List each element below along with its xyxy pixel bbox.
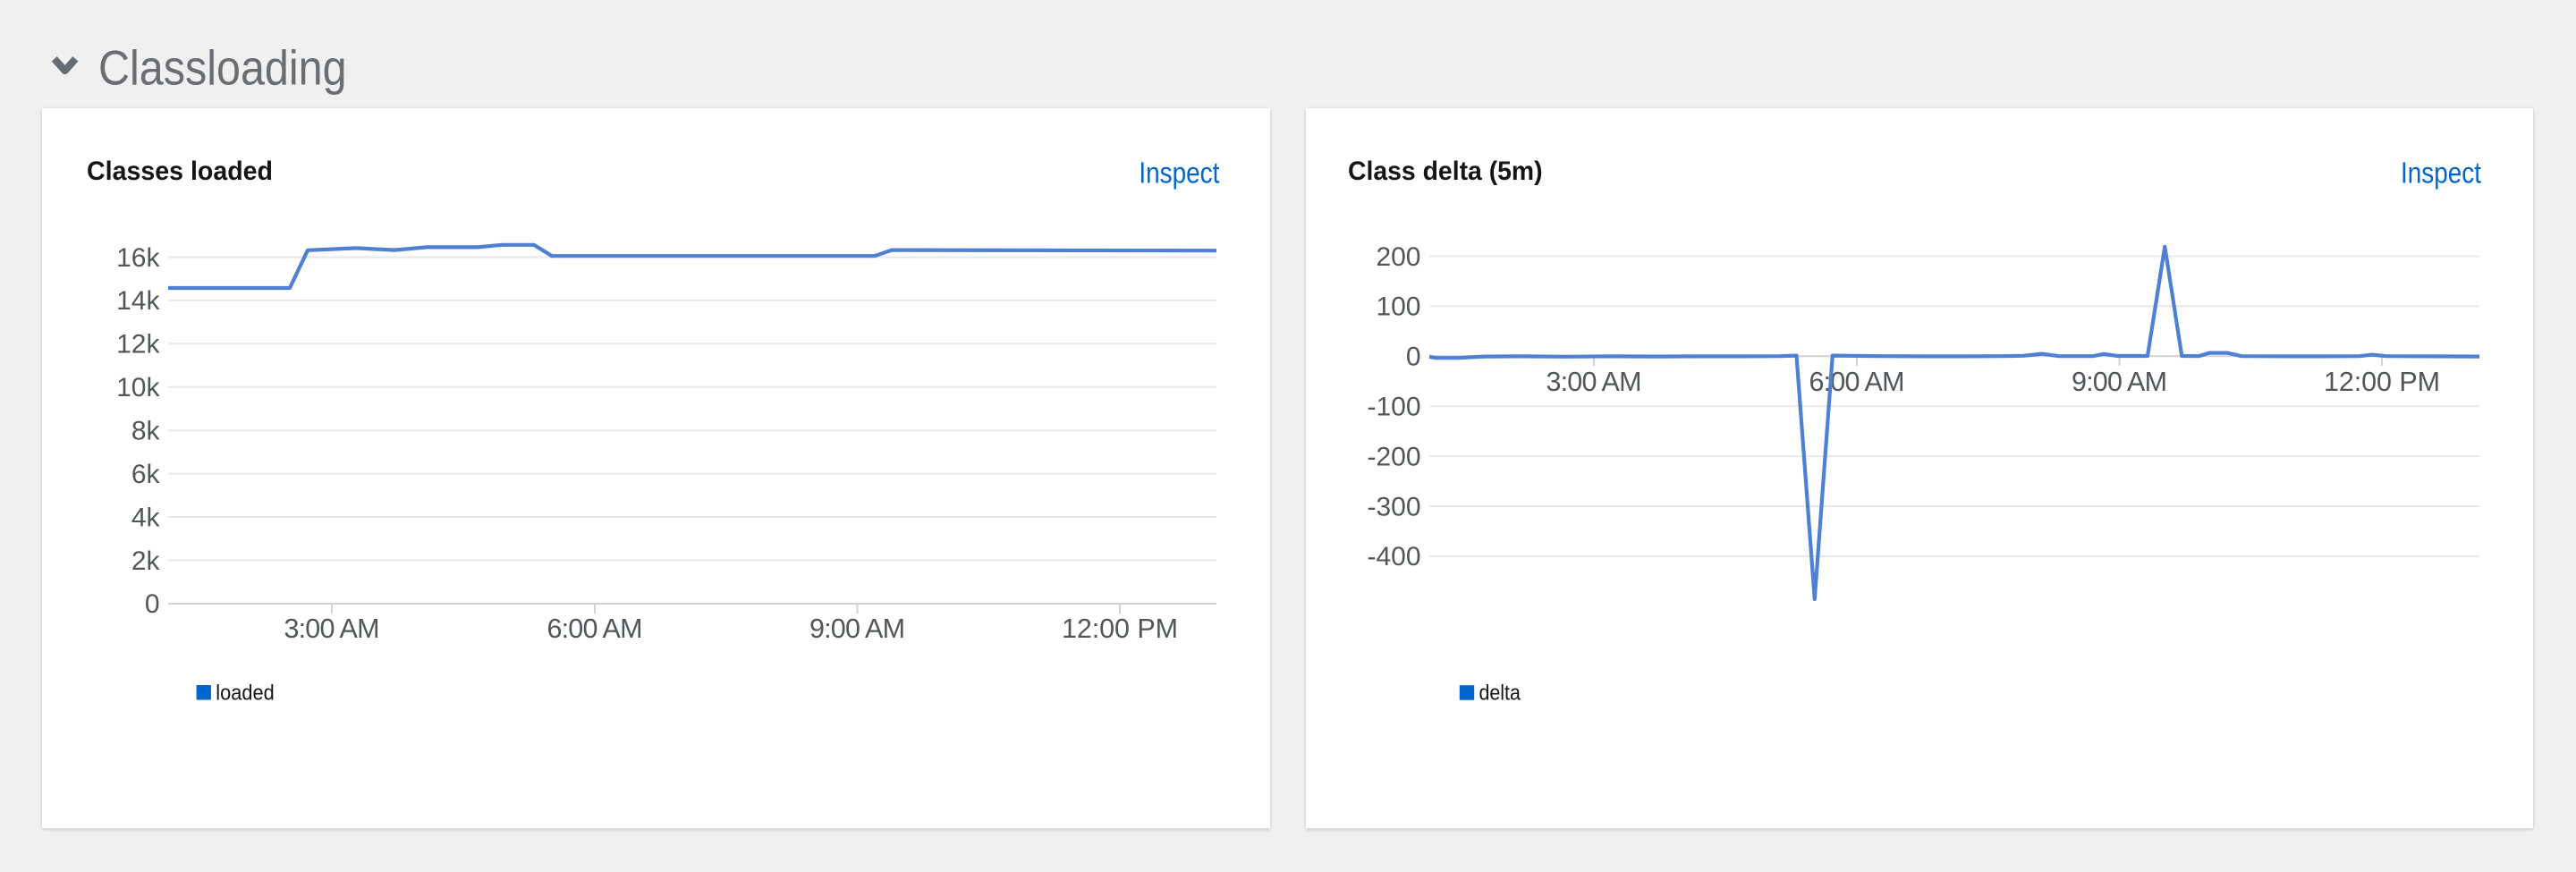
svg-text:delta: delta: [1479, 682, 1521, 706]
svg-text:12:00 PM: 12:00 PM: [2324, 367, 2440, 397]
svg-text:0: 0: [145, 589, 160, 619]
svg-text:-200: -200: [1367, 442, 1420, 471]
svg-text:6:00 AM: 6:00 AM: [547, 614, 643, 644]
svg-text:12:00 PM: 12:00 PM: [1062, 614, 1178, 644]
svg-text:3:00 AM: 3:00 AM: [1546, 367, 1642, 397]
svg-text:Inspect: Inspect: [1139, 156, 1219, 189]
svg-text:Classes loaded: Classes loaded: [87, 157, 273, 186]
svg-text:9:00 AM: 9:00 AM: [2072, 367, 2167, 397]
svg-text:Class delta (5m): Class delta (5m): [1348, 157, 1543, 186]
svg-text:loaded: loaded: [216, 682, 274, 706]
svg-text:100: 100: [1376, 292, 1420, 322]
svg-text:Classloading: Classloading: [98, 39, 347, 95]
svg-text:2k: 2k: [131, 546, 161, 576]
svg-text:-400: -400: [1367, 542, 1420, 571]
svg-text:Inspect: Inspect: [2401, 156, 2481, 189]
svg-text:0: 0: [1406, 343, 1421, 372]
svg-text:10k: 10k: [116, 373, 160, 402]
svg-text:6k: 6k: [131, 460, 161, 489]
svg-text:16k: 16k: [116, 243, 160, 273]
svg-text:9:00 AM: 9:00 AM: [809, 614, 905, 644]
svg-text:200: 200: [1376, 242, 1420, 272]
svg-text:-300: -300: [1367, 492, 1420, 521]
svg-text:12k: 12k: [116, 330, 160, 360]
svg-text:3:00 AM: 3:00 AM: [284, 614, 380, 644]
svg-text:-100: -100: [1367, 393, 1420, 422]
svg-text:4k: 4k: [131, 503, 161, 532]
svg-text:8k: 8k: [131, 417, 161, 446]
svg-text:14k: 14k: [116, 286, 160, 316]
svg-text:6:00 AM: 6:00 AM: [1809, 367, 1905, 397]
